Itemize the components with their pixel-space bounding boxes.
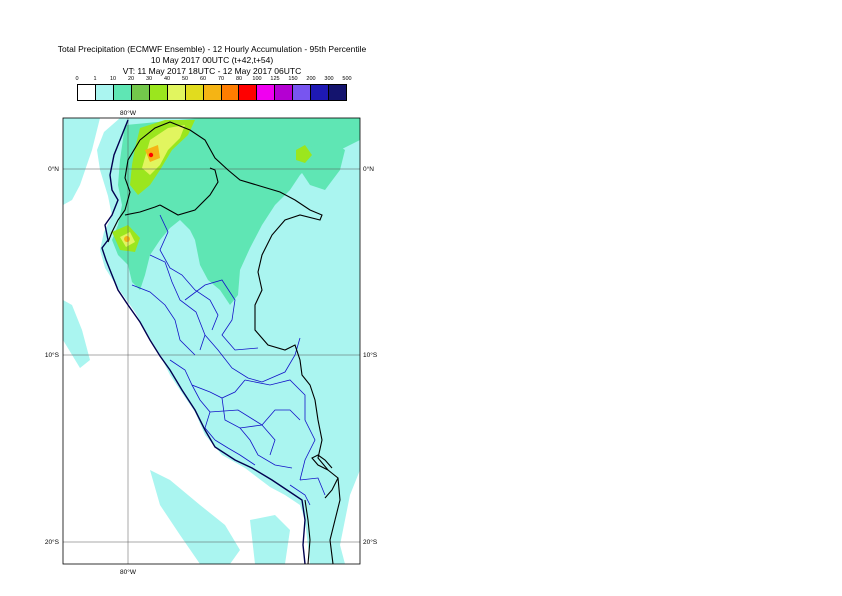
- precip-medium-area-north: [112, 118, 360, 305]
- colorbar-tick-label: 150: [288, 76, 298, 82]
- colorbar-swatch: [185, 85, 204, 100]
- colorbar-swatch: [167, 85, 186, 100]
- precip-yellow-band: [142, 125, 185, 175]
- colorbar-tick-label: 80: [235, 76, 243, 82]
- colorbar-swatch: [293, 85, 312, 100]
- precip-light-offshore-2: [63, 300, 90, 368]
- colorbar-tick-label: 20: [127, 76, 135, 82]
- colorbar-swatch: [329, 85, 347, 100]
- colorbar-swatch: [221, 85, 240, 100]
- colorbar-tick-label: 10: [109, 76, 117, 82]
- lat-label-left-10: 10°S: [45, 351, 60, 359]
- admin-boundaries: [131, 214, 326, 506]
- colorbar-tick-label: 40: [163, 76, 171, 82]
- lat-label-right-0: 0°N: [363, 165, 374, 173]
- colorbar-tick-label: 0: [75, 76, 79, 82]
- chart-subtitle-run: 10 May 2017 00UTC (t+42,t+54): [150, 55, 274, 65]
- colorbar-tick-label: 125: [270, 76, 280, 82]
- colorbar-swatch: [131, 85, 150, 100]
- colorbar-tick-label: 100: [252, 76, 262, 82]
- precip-red-core: [148, 152, 154, 158]
- colorbar-swatch: [257, 85, 276, 100]
- colorbar-tick-label: 1: [93, 76, 97, 82]
- colorbar-tick-label: 300: [324, 76, 334, 82]
- precip-light-offshore-3: [150, 470, 240, 564]
- lat-label-left-0: 0°N: [48, 165, 59, 173]
- lat-label-left-20: 20°S: [45, 538, 60, 546]
- precip-medium-area-east: [300, 140, 345, 190]
- map-frame: [62, 117, 361, 565]
- precip-light-offshore-1: [63, 118, 100, 205]
- map-area: [63, 118, 360, 564]
- colorbar-swatch: [311, 85, 330, 100]
- lon-label-top: 80°W: [120, 109, 137, 117]
- lat-label-right-10: 10°S: [363, 351, 378, 359]
- colorbar-swatch: [239, 85, 258, 100]
- colorbar-tick-label: 30: [145, 76, 153, 82]
- colorbar-swatch: [78, 85, 96, 100]
- colorbar-swatch: [203, 85, 222, 100]
- precip-orange-core-south: [124, 236, 130, 242]
- national-borders: [107, 121, 341, 564]
- coastline: [101, 119, 306, 564]
- colorbar-swatch: [95, 85, 114, 100]
- lon-label-bottom: 80°W: [120, 568, 137, 576]
- chart-title: Total Precipitation (ECMWF Ensemble) - 1…: [57, 44, 367, 54]
- colorbar-swatch: [113, 85, 132, 100]
- colorbar-tick-label: 50: [181, 76, 189, 82]
- colorbar-swatch: [275, 85, 294, 100]
- colorbar-tick-label: 500: [342, 76, 352, 82]
- colorbar-tick-label: 60: [199, 76, 207, 82]
- colorbar-tick-label: 200: [306, 76, 316, 82]
- colorbar-swatch: [149, 85, 168, 100]
- chart-subtitle-valid-time: VT: 11 May 2017 18UTC - 12 May 2017 06UT…: [122, 66, 302, 76]
- precip-light-offshore-4: [250, 515, 290, 564]
- lat-label-right-20: 20°S: [363, 538, 378, 546]
- colorbar-tick-label: 70: [217, 76, 225, 82]
- colorbar-legend: 0 1 10 20 30 40 50 60 70 80 100 125 150 200 300 500: [75, 76, 352, 102]
- precip-green-patch-east: [296, 145, 312, 163]
- colorbar-swatches: [77, 84, 347, 101]
